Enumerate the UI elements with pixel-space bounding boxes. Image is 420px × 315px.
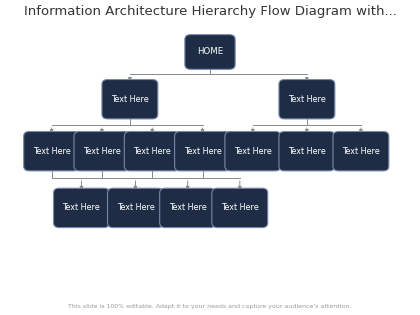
FancyBboxPatch shape (53, 188, 109, 227)
FancyBboxPatch shape (333, 132, 389, 171)
Text: Text Here: Text Here (288, 147, 326, 156)
Text: Text Here: Text Here (169, 203, 207, 212)
Text: Text Here: Text Here (342, 147, 380, 156)
FancyBboxPatch shape (160, 188, 215, 227)
FancyBboxPatch shape (279, 132, 335, 171)
Text: Information Architecture Hierarchy Flow Diagram with...: Information Architecture Hierarchy Flow … (24, 5, 396, 18)
Text: HOME: HOME (197, 48, 223, 56)
FancyBboxPatch shape (212, 188, 268, 227)
Text: Text Here: Text Here (234, 147, 272, 156)
Text: Text Here: Text Here (134, 147, 171, 156)
FancyBboxPatch shape (185, 35, 235, 69)
Text: Text Here: Text Here (33, 147, 71, 156)
FancyBboxPatch shape (279, 79, 335, 119)
Text: Text Here: Text Here (117, 203, 154, 212)
FancyBboxPatch shape (74, 132, 130, 171)
FancyBboxPatch shape (102, 79, 158, 119)
FancyBboxPatch shape (225, 132, 281, 171)
Text: Text Here: Text Here (111, 95, 149, 104)
FancyBboxPatch shape (24, 132, 79, 171)
FancyBboxPatch shape (124, 132, 180, 171)
FancyBboxPatch shape (175, 132, 231, 171)
Text: This slide is 100% editable. Adapt it to your needs and capture your audience's : This slide is 100% editable. Adapt it to… (68, 304, 352, 309)
Text: Text Here: Text Here (288, 95, 326, 104)
Text: Text Here: Text Here (63, 203, 100, 212)
Text: Text Here: Text Here (221, 203, 259, 212)
Text: Text Here: Text Here (83, 147, 121, 156)
FancyBboxPatch shape (108, 188, 163, 227)
Text: Text Here: Text Here (184, 147, 221, 156)
